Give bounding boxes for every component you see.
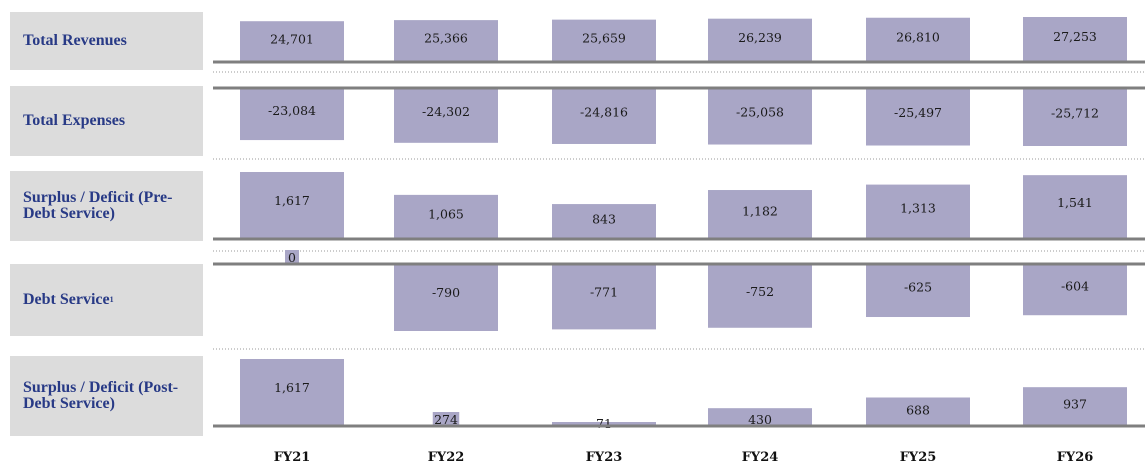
bar <box>240 88 344 141</box>
bar <box>394 20 498 62</box>
bar <box>552 204 656 239</box>
bar <box>552 422 656 426</box>
data-label: 1,065 <box>428 206 464 221</box>
row-label-post-debt-surplus: Surplus / Deficit (Post-Debt Service) <box>10 356 203 436</box>
bar <box>432 412 460 426</box>
x-tick-label: FY26 <box>1057 450 1094 465</box>
data-label: 1,617 <box>274 193 310 208</box>
data-label: -771 <box>590 284 618 299</box>
bar <box>552 264 656 330</box>
data-label: -625 <box>904 279 932 294</box>
data-label: 843 <box>592 212 616 227</box>
row-label-pre-debt-surplus: Surplus / Deficit (Pre-Debt Service) <box>10 171 203 241</box>
x-tick-label: FY22 <box>428 450 465 465</box>
data-label: -604 <box>1061 279 1089 294</box>
bar <box>394 264 498 331</box>
data-label: 25,366 <box>424 31 468 46</box>
bar <box>1023 88 1127 146</box>
bar <box>1023 17 1127 62</box>
data-label: 274 <box>434 412 458 427</box>
bar <box>240 172 344 239</box>
bar <box>866 264 970 318</box>
bar <box>394 88 498 143</box>
bar <box>552 19 656 62</box>
data-label: -25,058 <box>736 105 784 120</box>
data-label: 1,182 <box>742 204 778 219</box>
bar <box>240 359 344 426</box>
x-tick-label: FY25 <box>900 450 937 465</box>
bar <box>708 88 812 145</box>
bar <box>866 397 970 426</box>
bar <box>394 194 498 239</box>
bar <box>1023 175 1127 239</box>
bar <box>285 250 299 264</box>
bar <box>708 264 812 328</box>
data-label: 688 <box>906 402 930 417</box>
data-label: 71 <box>596 416 612 431</box>
bar <box>240 21 344 62</box>
row-label-debt-service: Debt Service 1 <box>10 264 203 336</box>
data-label: 1,617 <box>274 380 310 395</box>
data-label: 24,701 <box>270 31 314 46</box>
bar <box>866 88 970 146</box>
data-label: 27,253 <box>1053 29 1097 44</box>
bar <box>708 18 812 63</box>
data-label: 430 <box>748 412 772 427</box>
data-label: -24,816 <box>580 105 628 120</box>
x-tick-label: FY21 <box>274 450 311 465</box>
data-label: -23,084 <box>268 103 316 118</box>
data-label: 26,810 <box>896 29 940 44</box>
x-tick-label: FY24 <box>742 450 779 465</box>
x-tick-label: FY23 <box>586 450 623 465</box>
data-label: 1,541 <box>1057 195 1093 210</box>
bar <box>552 88 656 144</box>
data-label: 26,239 <box>738 30 782 45</box>
bar <box>708 408 812 426</box>
data-label: -24,302 <box>422 104 470 119</box>
data-label: -25,712 <box>1051 105 1099 120</box>
row-label-total-revenues: Total Revenues <box>10 12 203 70</box>
bar <box>708 190 812 239</box>
bar <box>866 184 970 239</box>
bar <box>1023 264 1127 316</box>
row-label-total-expenses: Total Expenses <box>10 86 203 156</box>
data-label: 25,659 <box>582 30 626 45</box>
data-label: 0 <box>288 250 296 265</box>
data-label: -790 <box>432 285 460 300</box>
data-label: -752 <box>746 284 774 299</box>
data-label: 937 <box>1063 396 1087 411</box>
bar <box>866 17 970 62</box>
data-label: -25,497 <box>894 105 942 120</box>
data-label: 1,313 <box>900 200 936 215</box>
bar <box>1023 387 1127 426</box>
